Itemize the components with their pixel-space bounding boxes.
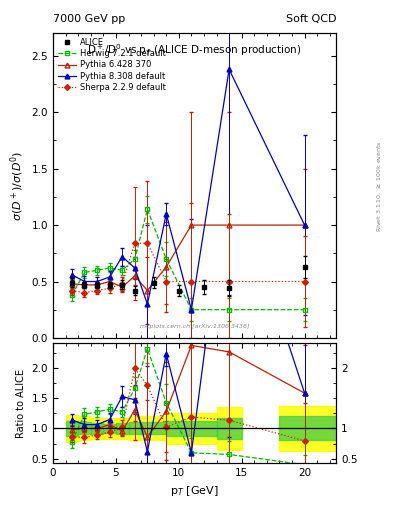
Text: Soft QCD: Soft QCD — [286, 14, 336, 24]
Bar — [91, 423, 103, 434]
Bar — [191, 421, 217, 436]
Text: Rivet 3.1.10, $\geq$ 100k events: Rivet 3.1.10, $\geq$ 100k events — [376, 140, 383, 231]
Bar — [129, 422, 141, 435]
Bar — [279, 406, 342, 452]
Bar — [116, 418, 129, 439]
Bar — [116, 423, 129, 434]
Bar — [191, 413, 217, 443]
Bar — [166, 421, 191, 436]
Bar — [91, 418, 103, 439]
Text: 7000 GeV pp: 7000 GeV pp — [53, 14, 125, 24]
Bar — [279, 416, 342, 440]
Bar — [66, 421, 78, 436]
Bar — [103, 423, 116, 433]
Y-axis label: $\sigma(D^+)/\sigma(D^0)$: $\sigma(D^+)/\sigma(D^0)$ — [8, 151, 26, 221]
Bar — [217, 418, 242, 439]
Legend: ALICE, Herwig 7.2.1 default, Pythia 6.428 370, Pythia 8.308 default, Sherpa 2.2.: ALICE, Herwig 7.2.1 default, Pythia 6.42… — [55, 35, 169, 95]
Bar — [166, 413, 191, 443]
Text: D$^+$/D$^0$ vs p$_T$ (ALICE D-meson production): D$^+$/D$^0$ vs p$_T$ (ALICE D-meson prod… — [87, 42, 302, 58]
Bar — [66, 415, 78, 442]
Y-axis label: Ratio to ALICE: Ratio to ALICE — [16, 369, 26, 438]
Bar — [141, 416, 166, 440]
Bar — [78, 422, 91, 435]
Bar — [129, 416, 141, 440]
Bar — [78, 416, 91, 440]
Bar — [217, 408, 242, 450]
Text: mcplots.cern.ch [arXiv:1306.3436]: mcplots.cern.ch [arXiv:1306.3436] — [140, 324, 249, 329]
Bar — [141, 422, 166, 435]
Bar — [103, 418, 116, 439]
X-axis label: p$_T$ [GeV]: p$_T$ [GeV] — [170, 484, 219, 498]
